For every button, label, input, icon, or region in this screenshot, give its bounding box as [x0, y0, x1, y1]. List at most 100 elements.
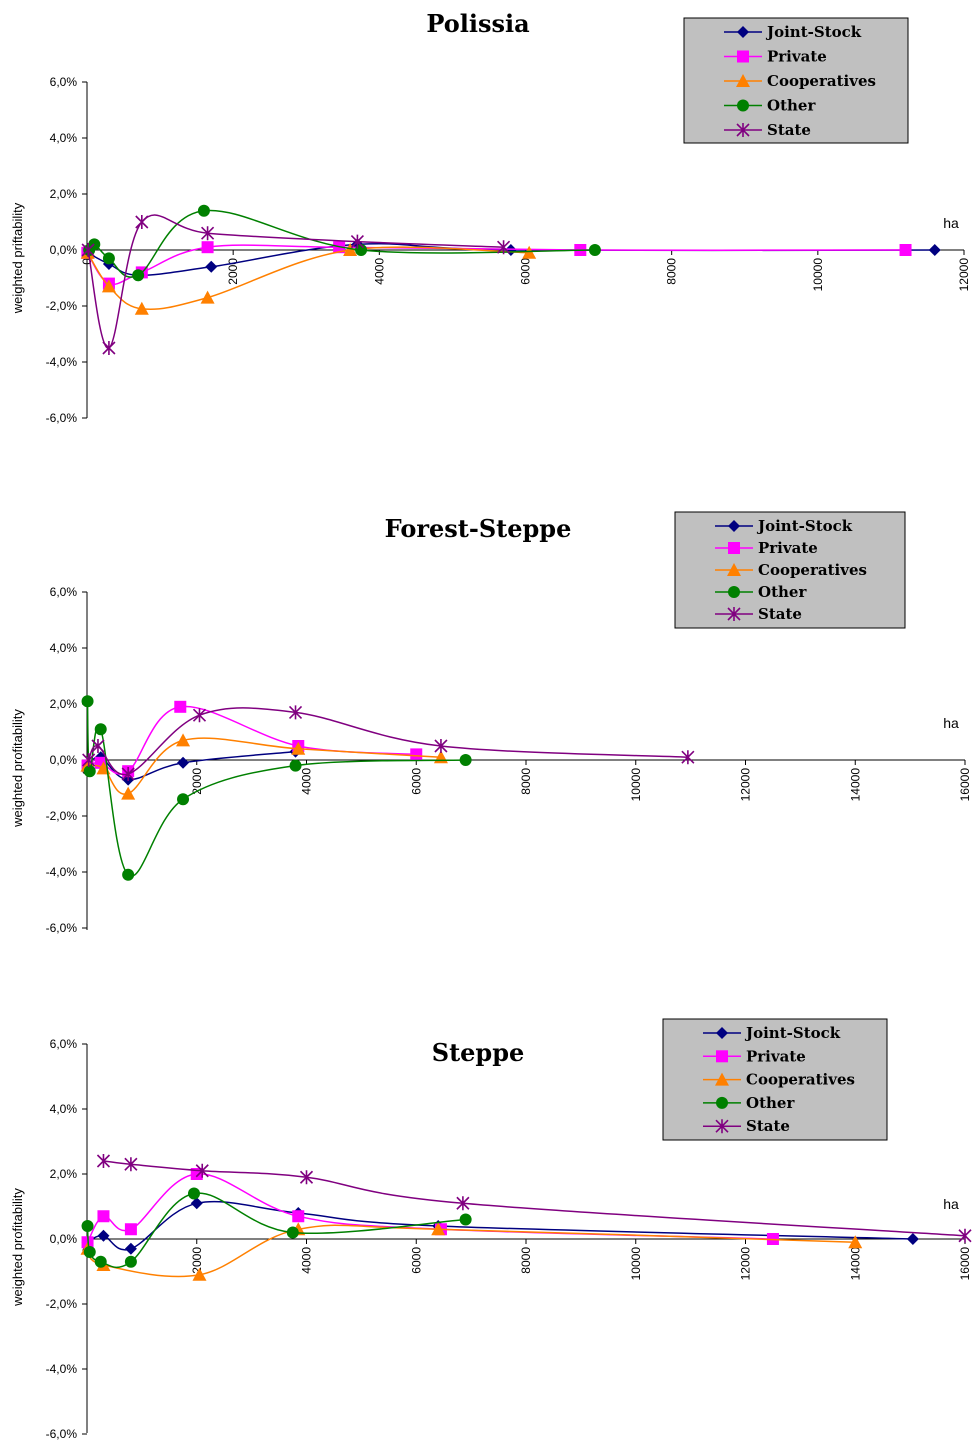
legend-marker [716, 1050, 728, 1063]
y-axis-label: weighted profitability [10, 1188, 25, 1307]
legend-label: Joint-Stock [744, 1024, 841, 1042]
x-tick-label: 14000 [848, 768, 862, 802]
y-tick-label: -6,0% [46, 411, 78, 425]
x-tick-label: 10000 [811, 258, 825, 292]
data-point [83, 1246, 96, 1258]
data-point [81, 243, 95, 257]
y-tick-label: 6,0% [50, 585, 78, 599]
data-point [197, 204, 210, 217]
data-point [83, 765, 96, 778]
y-tick-label: 4,0% [50, 1102, 78, 1116]
y-axis-label: weighted priftability [10, 202, 25, 314]
y-tick-label: -4,0% [46, 355, 78, 369]
legend-marker [737, 99, 749, 112]
x-unit-label: ha [943, 1196, 959, 1212]
legend-label: Private [767, 48, 827, 66]
x-tick-label: 8000 [519, 768, 533, 795]
chart-title: Polissia [426, 9, 529, 38]
legend-box [674, 511, 906, 629]
legend-label: Joint-Stock [756, 517, 853, 535]
data-point [97, 1210, 110, 1223]
data-point [522, 245, 537, 259]
legend-label: Joint-Stock [765, 23, 862, 41]
data-point [906, 1233, 919, 1245]
series-state [81, 214, 511, 355]
legend-box [662, 1018, 888, 1141]
data-point [497, 240, 511, 255]
data-point [958, 1228, 972, 1243]
y-axis-label: weighted profitability [10, 709, 25, 828]
data-point [190, 1197, 203, 1210]
series-line [87, 705, 417, 775]
legend-marker [728, 520, 740, 532]
legend: Joint-Stock Private Cooperatives Other State [662, 1018, 888, 1141]
x-tick-label: 12000 [957, 258, 971, 292]
legend-label: Cooperatives [758, 561, 867, 579]
data-point [456, 1196, 470, 1211]
x-tick-label: 0 [80, 258, 94, 265]
legend-marker [715, 1072, 729, 1086]
legend-label: Private [758, 539, 818, 557]
series-line [86, 244, 906, 286]
legend-marker [736, 74, 750, 87]
data-point [174, 700, 187, 713]
y-tick-label: 2,0% [50, 187, 78, 201]
data-point [459, 1213, 472, 1226]
x-tick-label: 12000 [739, 768, 753, 802]
data-point [195, 1163, 209, 1178]
data-point [121, 767, 135, 781]
legend-label: Cooperatives [767, 72, 876, 90]
data-point [82, 753, 96, 767]
y-tick-label: -6,0% [46, 921, 78, 935]
legend-label: Other [767, 97, 816, 115]
data-point [288, 705, 303, 720]
data-point [504, 244, 517, 256]
data-point [350, 234, 364, 249]
legend-marker [716, 1096, 728, 1109]
series-state [96, 1154, 972, 1243]
y-tick-label: 2,0% [50, 697, 78, 711]
x-tick-label: 2000 [190, 768, 204, 795]
legend-label: State [758, 605, 802, 623]
data-point [122, 868, 135, 881]
chart-3: Steppe6,0%4,0%2,0%0,0%-2,0%-4,0%-6,0%020… [10, 1018, 972, 1441]
legend-marker [716, 1027, 728, 1039]
series-state [82, 705, 695, 781]
data-point [96, 1154, 111, 1168]
y-tick-label: 4,0% [50, 131, 78, 145]
chart-2: Forest-Steppe 6,0% 4,0% 2,0% 0,0% -2,0% -4,0% -… [10, 511, 972, 935]
legend: Joint-Stock Private Cooperatives Other State [683, 17, 909, 144]
y-tick-label: -4,0% [46, 865, 78, 879]
y-tick-label: 0,0% [50, 243, 78, 257]
y-tick-label: 6,0% [50, 75, 78, 89]
legend-marker [737, 50, 749, 63]
series-private [81, 241, 912, 290]
y-tick-label: -6,0% [46, 1427, 78, 1441]
data-point [848, 1235, 863, 1249]
data-point [81, 695, 94, 708]
series-line [103, 1160, 966, 1237]
y-tick-label: -4,0% [46, 1362, 78, 1376]
data-point [132, 269, 145, 282]
legend-label: Other [758, 583, 807, 601]
data-point [124, 1223, 137, 1236]
x-tick-label: 16000 [958, 1247, 972, 1281]
data-point [292, 1210, 305, 1223]
series-line [87, 1200, 913, 1251]
x-tick-label: 2000 [190, 1247, 204, 1274]
data-point [101, 279, 116, 293]
data-point [286, 1226, 299, 1239]
series-other [81, 1187, 472, 1269]
y-tick-label: -2,0% [46, 809, 78, 823]
series-other [81, 695, 472, 881]
legend-marker [727, 563, 741, 576]
legend-label: State [767, 121, 811, 139]
data-point [177, 793, 190, 806]
data-point [928, 244, 941, 256]
data-point [899, 244, 912, 256]
data-point [192, 1267, 207, 1281]
chart-1: Polissia 6,0% 4,0% 2,0% 0,0% -2,0% -4,0% -6,0% 0… [10, 9, 971, 425]
data-point [102, 252, 115, 265]
data-point [410, 748, 423, 761]
